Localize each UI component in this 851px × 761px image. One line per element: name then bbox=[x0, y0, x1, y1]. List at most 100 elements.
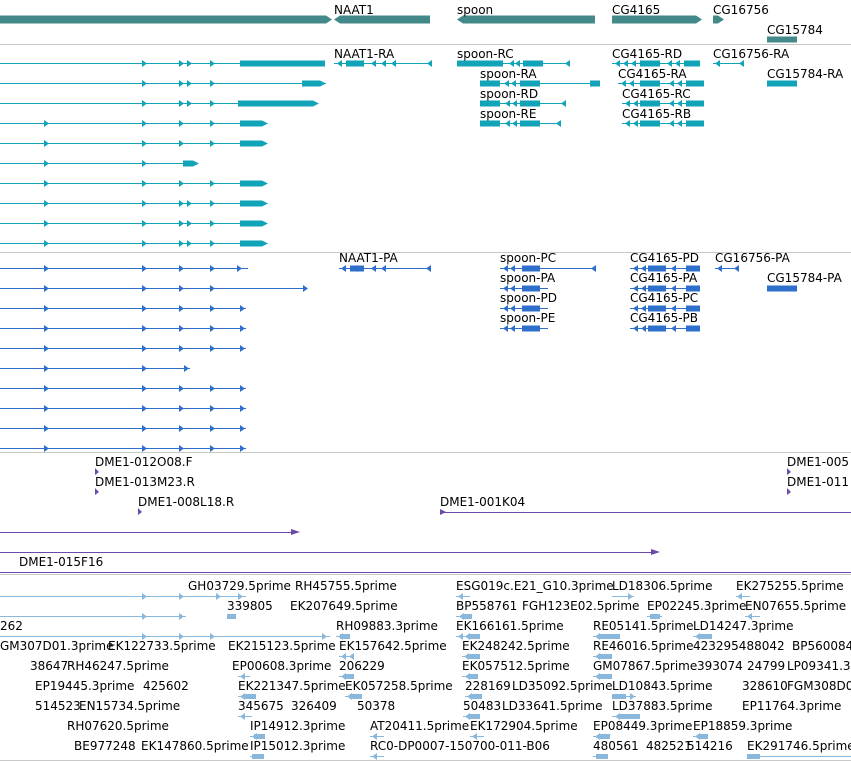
feature-label[interactable]: GM07867.5prime bbox=[593, 659, 697, 673]
transcript-feature[interactable] bbox=[0, 325, 246, 332]
transcript-feature[interactable] bbox=[622, 120, 704, 127]
feature-label[interactable]: CG4165-RA bbox=[618, 67, 687, 81]
transcript-feature[interactable] bbox=[0, 385, 246, 392]
est-feature[interactable] bbox=[0, 633, 330, 640]
transcript-feature[interactable] bbox=[480, 100, 566, 107]
est-feature[interactable] bbox=[736, 593, 750, 600]
feature-label[interactable]: spoon-RE bbox=[480, 107, 536, 121]
transcript-feature[interactable] bbox=[457, 60, 570, 67]
feature-label[interactable]: CG4165-PB bbox=[630, 311, 698, 325]
cds-feature[interactable] bbox=[500, 325, 548, 332]
est-feature[interactable] bbox=[612, 713, 640, 720]
gene-feature[interactable] bbox=[0, 15, 332, 24]
est-feature[interactable] bbox=[238, 673, 250, 680]
transcript-feature[interactable] bbox=[767, 80, 797, 87]
feature-label[interactable]: RH46247.5prime bbox=[67, 659, 169, 673]
feature-label[interactable]: EK147860.5prime bbox=[141, 739, 249, 753]
feature-label[interactable]: 480561 bbox=[593, 739, 639, 753]
transcript-feature[interactable] bbox=[0, 285, 308, 292]
clone-feature[interactable] bbox=[440, 509, 851, 515]
est-feature[interactable] bbox=[612, 693, 636, 700]
cds-feature[interactable] bbox=[630, 325, 700, 332]
transcript-feature[interactable] bbox=[0, 100, 319, 107]
gene-feature[interactable] bbox=[767, 36, 797, 43]
cds-feature[interactable] bbox=[630, 265, 700, 272]
feature-label[interactable]: NAAT1-PA bbox=[339, 251, 399, 265]
feature-label[interactable]: spoon-RA bbox=[480, 67, 537, 81]
est-feature[interactable] bbox=[693, 733, 708, 740]
gene-feature[interactable] bbox=[334, 15, 430, 24]
feature-label[interactable]: spoon-PA bbox=[500, 271, 556, 285]
transcript-feature[interactable] bbox=[0, 305, 246, 312]
feature-label[interactable]: CG4165-RD bbox=[612, 47, 682, 61]
feature-label[interactable]: EP02245.3prime bbox=[647, 599, 746, 613]
transcript-feature[interactable] bbox=[0, 220, 268, 227]
feature-label[interactable]: CG4165-RC bbox=[622, 87, 691, 101]
transcript-feature[interactable] bbox=[622, 100, 704, 107]
transcript-feature[interactable] bbox=[0, 405, 246, 412]
feature-label[interactable]: EP00608.3prime bbox=[232, 659, 331, 673]
clone-end-feature[interactable] bbox=[138, 508, 142, 515]
est-feature[interactable] bbox=[238, 713, 252, 720]
feature-label[interactable]: GH03729.5prime bbox=[188, 579, 291, 593]
feature-label[interactable]: 262 bbox=[0, 619, 23, 633]
est-feature[interactable] bbox=[238, 693, 256, 700]
est-feature[interactable] bbox=[647, 614, 662, 619]
est-feature[interactable] bbox=[339, 673, 354, 680]
feature-label[interactable]: DME1-001K04 bbox=[440, 495, 525, 509]
feature-label[interactable]: EP19445.3prime bbox=[35, 679, 134, 693]
feature-label[interactable]: CG4165-RB bbox=[622, 107, 691, 121]
feature-label[interactable]: spoon-RC bbox=[457, 47, 514, 61]
est-feature[interactable] bbox=[465, 693, 482, 700]
cds-feature[interactable] bbox=[500, 265, 596, 272]
feature-label[interactable]: RE46016.5prime bbox=[593, 639, 694, 653]
feature-label[interactable]: CG15784-PA bbox=[767, 271, 843, 285]
est-feature[interactable] bbox=[593, 633, 620, 640]
feature-label[interactable]: EK172904.5prime bbox=[470, 719, 578, 733]
feature-label[interactable]: FGH123E02.5prime bbox=[522, 599, 639, 613]
est-feature[interactable] bbox=[470, 733, 484, 740]
feature-label[interactable]: AT20411.5prime bbox=[370, 719, 469, 733]
est-feature[interactable] bbox=[250, 733, 265, 740]
est-feature[interactable] bbox=[456, 633, 480, 640]
gene-feature[interactable] bbox=[457, 15, 595, 24]
feature-label[interactable]: DME1-008L18.R bbox=[138, 495, 234, 509]
feature-label[interactable]: RE05141.5prime bbox=[593, 619, 694, 633]
cds-feature[interactable] bbox=[500, 285, 548, 292]
feature-label[interactable]: LD18306.5prime bbox=[612, 579, 713, 593]
feature-label[interactable]: CG16756-RA bbox=[713, 47, 790, 61]
feature-label[interactable]: 339805 bbox=[227, 599, 273, 613]
feature-label[interactable]: EK057258.5prime bbox=[345, 679, 453, 693]
est-feature[interactable] bbox=[463, 713, 480, 720]
transcript-feature[interactable] bbox=[0, 265, 248, 272]
feature-label[interactable]: RC0-DP0007-150700-011-B06 bbox=[370, 739, 550, 753]
feature-label[interactable]: spoon-PE bbox=[500, 311, 555, 325]
est-feature[interactable] bbox=[345, 693, 362, 700]
feature-label[interactable]: EK207649.5prime bbox=[290, 599, 398, 613]
feature-label[interactable]: DME1-013M23.R bbox=[95, 475, 195, 489]
feature-label[interactable]: EK057512.5prime bbox=[462, 659, 570, 673]
feature-label[interactable]: 24799 bbox=[747, 659, 785, 673]
feature-label[interactable]: DME1-011 bbox=[787, 475, 849, 489]
feature-label[interactable]: BP560084 bbox=[792, 639, 851, 653]
transcript-feature[interactable] bbox=[0, 80, 326, 87]
feature-label[interactable]: EP08449.3prime bbox=[593, 719, 692, 733]
clone-end-feature[interactable] bbox=[787, 488, 791, 495]
transcript-feature[interactable] bbox=[480, 80, 600, 87]
feature-label[interactable]: LD10843.5prime bbox=[612, 679, 713, 693]
est-feature[interactable] bbox=[250, 754, 264, 759]
est-feature[interactable] bbox=[370, 753, 384, 760]
transcript-feature[interactable] bbox=[0, 345, 246, 352]
transcript-feature[interactable] bbox=[0, 60, 325, 67]
feature-label[interactable]: LD35092.5prime bbox=[512, 679, 613, 693]
feature-label[interactable]: CG4165-PC bbox=[630, 291, 698, 305]
est-feature[interactable] bbox=[227, 614, 236, 619]
feature-label[interactable]: CG4165-PA bbox=[630, 271, 698, 285]
est-feature[interactable] bbox=[593, 754, 608, 759]
est-feature[interactable] bbox=[339, 653, 354, 660]
est-feature[interactable] bbox=[593, 733, 610, 740]
transcript-feature[interactable] bbox=[334, 60, 432, 67]
est-feature[interactable] bbox=[0, 593, 246, 600]
est-feature[interactable] bbox=[747, 754, 851, 759]
feature-label[interactable]: spoon-RD bbox=[480, 87, 538, 101]
